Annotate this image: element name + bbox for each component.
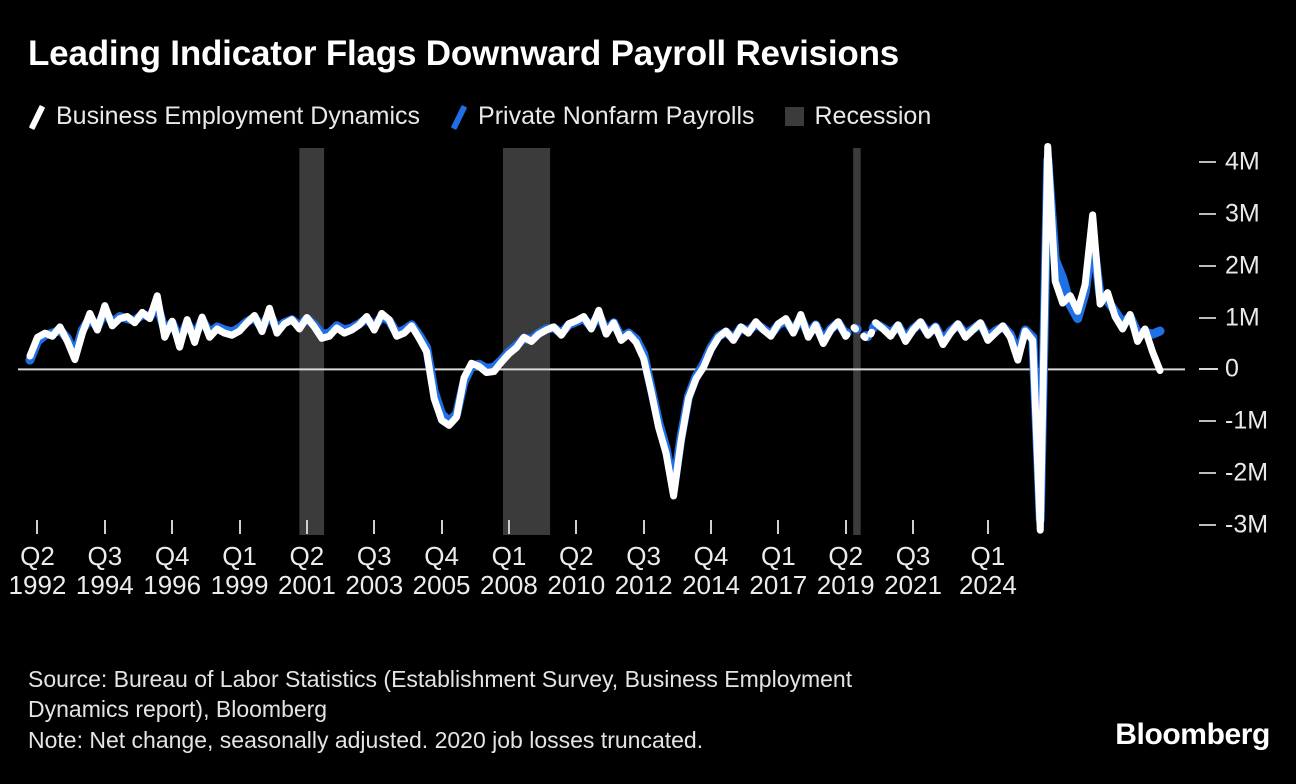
y-axis-tick bbox=[1199, 212, 1216, 215]
note-line: Note: Net change, seasonally adjusted. 2… bbox=[28, 726, 704, 753]
page-title: Leading Indicator Flags Downward Payroll… bbox=[28, 34, 900, 73]
x-axis-tick bbox=[171, 520, 174, 534]
legend-item-recession: Recession bbox=[784, 102, 932, 130]
y-axis-tick bbox=[1199, 161, 1216, 163]
x-axis-label: Q1 2008 bbox=[480, 541, 538, 601]
x-axis-label: Q2 2019 bbox=[816, 541, 875, 601]
series-line-dotted bbox=[841, 319, 881, 342]
x-axis: Q2 1992 Q3 1994 Q4 1996 Q1 1999 Q2 2001 Q3 2003 Q4 20… bbox=[0, 520, 1296, 630]
x-axis-tick bbox=[440, 520, 443, 534]
line-marker-icon bbox=[28, 104, 45, 129]
chart-svg bbox=[18, 142, 1185, 535]
x-axis-tick bbox=[642, 520, 645, 534]
y-axis-label: -1M bbox=[1225, 406, 1269, 435]
x-axis-tick bbox=[575, 520, 578, 534]
x-axis-label: Q1 1999 bbox=[210, 541, 269, 601]
x-axis-label: Q3 2012 bbox=[614, 541, 673, 601]
x-axis-label: Q1 2024 bbox=[958, 541, 1017, 601]
x-axis-label: Q2 1992 bbox=[8, 541, 67, 601]
x-axis-tick bbox=[238, 520, 241, 534]
y-axis-label: 4M bbox=[1225, 147, 1260, 176]
y-axis-label: 3M bbox=[1225, 199, 1260, 228]
legend-label: Private Nonfarm Payrolls bbox=[478, 102, 755, 130]
chart-footnotes: Source: Bureau of Labor Statistics (Esta… bbox=[28, 664, 1078, 755]
chart-legend: Business Employment Dynamics Private Non… bbox=[28, 104, 931, 129]
x-axis-tick bbox=[777, 520, 780, 534]
x-axis-label: Q3 2021 bbox=[884, 541, 942, 601]
legend-item-business-employment-dynamics: Business Employment Dynamics bbox=[28, 104, 420, 129]
y-axis-label: 2M bbox=[1225, 251, 1260, 280]
x-axis-label: Q4 2014 bbox=[682, 541, 740, 601]
x-axis-label: Q1 2017 bbox=[749, 541, 808, 601]
y-axis: 4M 3M 2M 1M 0 -1M -2M -3M bbox=[1195, 140, 1296, 540]
legend-label: Recession bbox=[814, 102, 932, 130]
x-axis-label: Q2 2001 bbox=[277, 541, 336, 601]
x-axis-tick bbox=[507, 520, 510, 534]
x-axis-label: Q4 2005 bbox=[412, 541, 471, 601]
chart-plot-area bbox=[0, 140, 1296, 540]
x-axis-label: Q3 1994 bbox=[75, 541, 134, 601]
source-line-2: Dynamics report), Bloomberg bbox=[28, 696, 328, 723]
line-marker-icon bbox=[450, 104, 467, 129]
y-axis-tick bbox=[1199, 524, 1216, 526]
recession-band bbox=[299, 148, 325, 535]
x-axis-tick bbox=[986, 520, 989, 534]
x-axis-tick bbox=[36, 520, 39, 534]
y-axis-tick bbox=[1199, 264, 1216, 267]
source-line-1: Source: Bureau of Labor Statistics (Esta… bbox=[28, 666, 853, 692]
y-axis-label: 0 bbox=[1225, 354, 1239, 383]
x-axis-tick bbox=[103, 520, 106, 534]
x-axis-label: Q4 1996 bbox=[143, 541, 202, 601]
legend-item-private-nonfarm-payrolls: Private Nonfarm Payrolls bbox=[450, 104, 754, 129]
series-line-dotted bbox=[842, 319, 880, 344]
y-axis-tick bbox=[1199, 316, 1216, 319]
x-axis-tick bbox=[709, 520, 712, 534]
series-line-solid bbox=[872, 142, 1164, 534]
x-axis-tick bbox=[844, 520, 847, 534]
x-axis-tick bbox=[305, 520, 308, 534]
square-swatch-icon bbox=[784, 107, 804, 126]
recession-band bbox=[853, 148, 861, 535]
y-axis-tick bbox=[1199, 420, 1216, 423]
x-axis-label: Q3 2003 bbox=[345, 541, 404, 601]
x-axis-tick bbox=[912, 520, 915, 534]
series-line-solid bbox=[26, 292, 850, 500]
y-axis-label: 1M bbox=[1225, 303, 1260, 332]
legend-label: Business Employment Dynamics bbox=[56, 102, 421, 130]
y-axis-tick bbox=[1199, 368, 1218, 371]
series-line-solid bbox=[871, 154, 1165, 525]
y-axis-label: -2M bbox=[1225, 458, 1269, 487]
bloomberg-logo: Bloomberg bbox=[1115, 718, 1270, 751]
y-axis-label: -3M bbox=[1225, 510, 1269, 539]
x-axis-tick bbox=[373, 520, 376, 534]
y-axis-tick bbox=[1199, 472, 1216, 475]
x-axis-label: Q2 2010 bbox=[547, 541, 606, 601]
